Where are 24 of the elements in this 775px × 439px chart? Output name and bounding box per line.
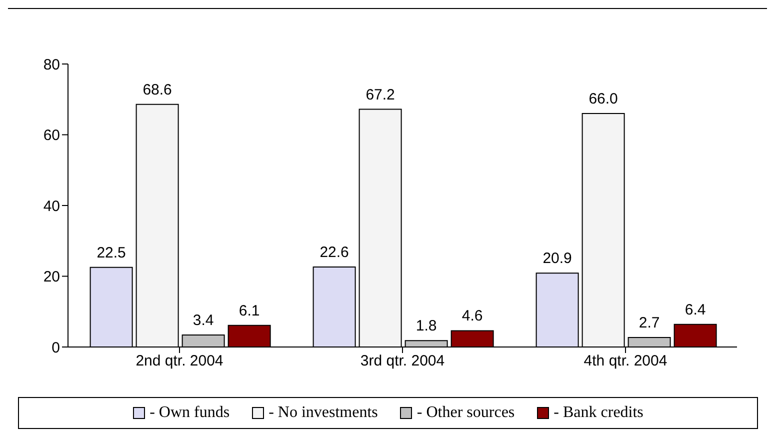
y-tick-label: 40 [43,198,60,215]
x-tick-label: 3rd qtr. 2004 [360,352,445,370]
legend-label: - No investments [268,404,378,422]
data-label: 22.6 [320,244,349,262]
data-label: 68.6 [142,81,172,98]
y-tick-label: 0 [52,339,60,356]
y-tick-label: 80 [43,56,60,74]
legend-label: - Own funds [150,404,230,422]
data-label: 22.5 [96,244,126,262]
data-label: 4.6 [462,308,483,325]
x-tick-label: 2nd qtr. 2004 [136,352,224,370]
y-tick-label: 20 [43,268,60,286]
y-tick-label: 60 [43,127,60,144]
legend-label: - Other sources [416,404,515,422]
data-label: 6.1 [238,302,260,320]
data-label: 2.7 [638,314,660,332]
data-label: 66.0 [588,90,618,108]
x-tick-label: 4th qtr. 2004 [584,352,668,370]
data-label: 20.9 [542,250,572,268]
legend-label: - Bank credits [554,404,644,422]
data-label: 6.4 [684,301,706,318]
data-label: 67.2 [366,86,395,104]
data-label: 1.8 [416,318,437,335]
data-label: 3.4 [192,312,214,329]
